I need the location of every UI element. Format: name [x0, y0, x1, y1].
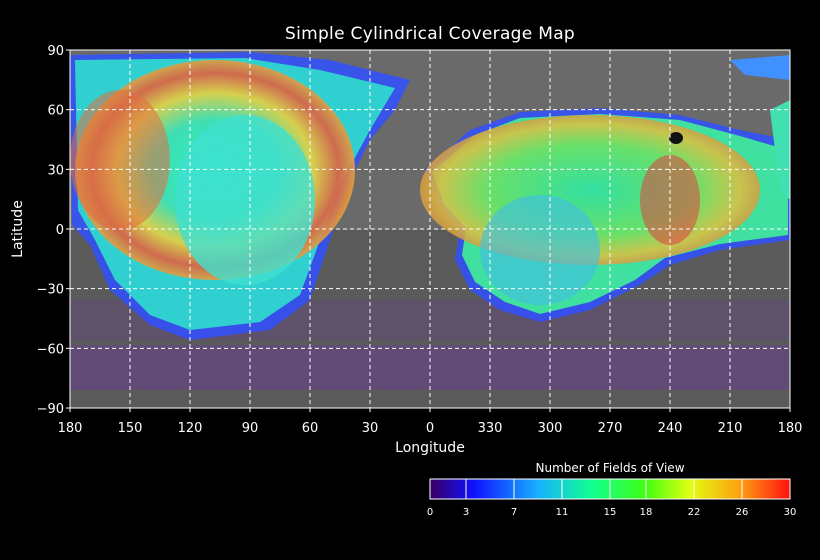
colorbar-tick-label: 7 [511, 507, 517, 518]
x-tick-label: 270 [598, 421, 623, 436]
coverage-hotspot-west-edge [70, 90, 170, 230]
y-tick-label: −30 [37, 283, 64, 298]
coverage-region-northeast [730, 55, 790, 80]
dark-crater [669, 132, 683, 144]
map-title: Simple Cylindrical Coverage Map [284, 24, 576, 44]
y-tick-label: −90 [37, 402, 64, 417]
x-tick-label: 60 [302, 421, 319, 436]
x-tick-label: 300 [538, 421, 563, 436]
y-tick-label: 30 [47, 163, 64, 178]
x-tick-label: 180 [58, 421, 83, 436]
colorbar-tick-label: 11 [556, 507, 569, 518]
colorbar-tick-label: 26 [736, 507, 749, 518]
x-tick-label: 210 [718, 421, 743, 436]
colorbar-frame [429, 478, 791, 500]
x-tick-label: 150 [118, 421, 143, 436]
coverage-core-east [480, 195, 600, 305]
x-tick-label: 330 [478, 421, 503, 436]
x-tick-label: 180 [778, 421, 803, 436]
y-tick-label: 60 [47, 104, 64, 119]
colorbar-tick-label: 0 [427, 507, 433, 518]
x-tick-label: 240 [658, 421, 683, 436]
x-tick-label: 90 [242, 421, 259, 436]
y-tick-label: 0 [56, 223, 64, 238]
x-axis-title: Longitude [395, 440, 465, 456]
y-tick-label: −60 [37, 342, 64, 357]
colorbar-title: Number of Fields of View [535, 461, 684, 475]
y-tick-label: 90 [47, 44, 64, 59]
y-tick-labels: 90 60 30 0 −30 −60 −90 [37, 44, 70, 417]
coverage-region-edge [770, 100, 790, 200]
x-tick-label: 30 [362, 421, 379, 436]
coverage-core-west [175, 115, 315, 285]
colorbar-tick-label: 30 [784, 507, 797, 518]
y-axis-title: Latitude [10, 200, 26, 258]
x-tick-labels: 180 150 120 90 60 30 0 330 300 270 240 210 180 [58, 408, 803, 436]
colorbar-ticks: 0 3 7 11 15 18 22 26 30 [427, 479, 797, 518]
x-tick-label: 120 [178, 421, 203, 436]
map-grid [70, 50, 790, 408]
colorbar-tick-label: 3 [463, 507, 469, 518]
colorbar-tick-label: 15 [604, 507, 617, 518]
x-tick-label: 0 [426, 421, 434, 436]
colorbar-tick-label: 22 [688, 507, 701, 518]
colorbar-tick-label: 18 [640, 507, 653, 518]
